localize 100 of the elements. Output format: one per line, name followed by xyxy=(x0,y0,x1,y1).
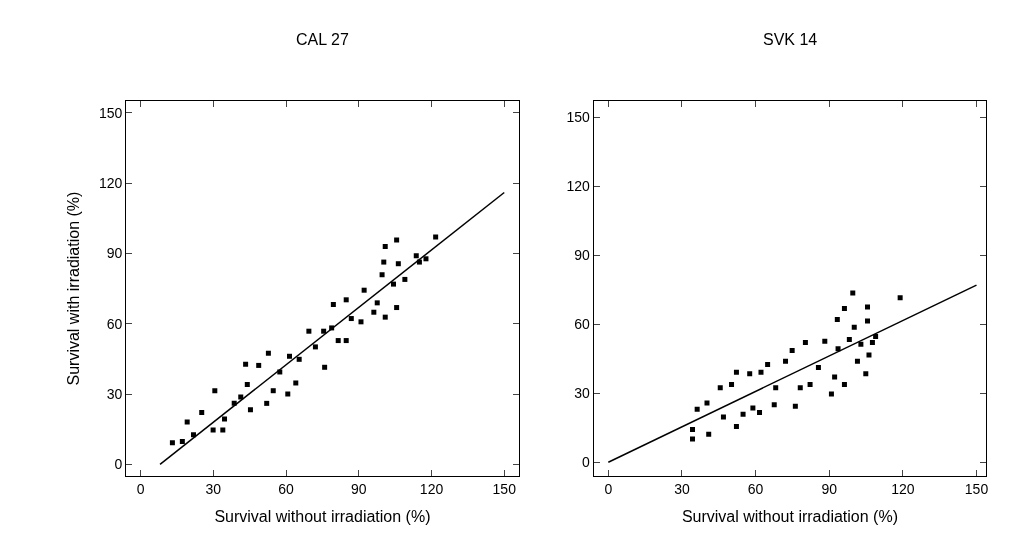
point xyxy=(296,356,302,362)
point xyxy=(210,427,216,433)
y-axis-title: Survival with irradiation (%) xyxy=(64,191,82,386)
point xyxy=(851,324,857,330)
y-tick-label: 0 xyxy=(582,454,590,471)
point xyxy=(783,358,789,364)
point xyxy=(841,306,847,312)
x-axis-title: Survival without irradiation (%) xyxy=(214,508,431,526)
x-tick-label: 120 xyxy=(419,480,444,497)
point xyxy=(270,388,276,394)
point xyxy=(717,385,723,391)
y-tick-label: 120 xyxy=(98,175,123,192)
chart-title: CAL 27 xyxy=(296,31,349,48)
point xyxy=(361,287,367,293)
x-tick-label: 150 xyxy=(492,480,517,497)
chart-title: SVK 14 xyxy=(763,31,818,48)
point xyxy=(402,276,408,282)
x-tick-label: 120 xyxy=(891,480,915,497)
point xyxy=(854,358,860,364)
point xyxy=(841,381,847,387)
point xyxy=(390,281,396,287)
point xyxy=(694,406,700,412)
x-tick-label: 150 xyxy=(964,480,989,497)
point xyxy=(199,410,205,415)
x-tick-label: 90 xyxy=(821,480,838,497)
point xyxy=(758,369,764,375)
point xyxy=(179,439,185,445)
y-tick-label: 30 xyxy=(106,385,123,402)
point xyxy=(220,427,226,433)
y-tick-label: 60 xyxy=(106,315,123,332)
point xyxy=(243,361,249,367)
y-tick-label: 90 xyxy=(106,245,123,262)
point xyxy=(343,297,349,303)
y-tick-label: 90 xyxy=(574,247,591,264)
point xyxy=(828,391,834,397)
point xyxy=(740,411,746,417)
point xyxy=(789,347,795,353)
point xyxy=(358,319,364,325)
point xyxy=(379,272,385,278)
point xyxy=(247,407,253,413)
point xyxy=(306,328,312,334)
point xyxy=(822,338,828,344)
point xyxy=(797,385,803,391)
x-tick-label: 30 xyxy=(674,480,690,497)
point xyxy=(395,261,401,267)
point xyxy=(321,328,327,334)
x-tick-label: 0 xyxy=(136,480,145,497)
point xyxy=(850,290,856,296)
y-tick-label: 120 xyxy=(566,178,591,195)
point xyxy=(747,371,753,377)
x-tick-label: 60 xyxy=(278,480,295,497)
point xyxy=(765,361,771,367)
point xyxy=(169,440,175,446)
point xyxy=(212,388,218,394)
point xyxy=(771,402,777,408)
point xyxy=(690,436,696,442)
point xyxy=(371,309,377,315)
point xyxy=(286,353,292,359)
point xyxy=(866,352,872,358)
point xyxy=(832,374,838,380)
point xyxy=(846,337,852,343)
x-tick-label: 60 xyxy=(747,480,764,497)
point xyxy=(264,400,270,406)
point xyxy=(184,419,190,425)
point xyxy=(802,340,808,346)
point xyxy=(773,385,779,391)
point xyxy=(348,316,354,322)
point xyxy=(729,381,735,387)
point xyxy=(423,256,429,262)
point xyxy=(863,371,869,377)
point xyxy=(720,414,726,420)
point xyxy=(244,381,250,387)
x-tick-label: 0 xyxy=(604,480,613,497)
point xyxy=(750,405,756,411)
y-tick-label: 150 xyxy=(98,104,123,121)
point xyxy=(733,424,739,430)
point xyxy=(394,305,400,311)
point xyxy=(413,253,419,259)
point xyxy=(382,243,388,249)
point xyxy=(382,314,388,320)
point xyxy=(394,237,400,243)
y-tick-label: 30 xyxy=(574,385,591,402)
point xyxy=(343,338,349,344)
point xyxy=(865,304,871,310)
point xyxy=(834,316,840,322)
point xyxy=(706,431,712,437)
point xyxy=(815,364,821,370)
point xyxy=(865,318,871,324)
y-tick-label: 150 xyxy=(566,109,591,126)
point xyxy=(256,362,262,368)
y-tick-label: 60 xyxy=(574,316,591,333)
x-tick-label: 30 xyxy=(205,480,222,497)
point xyxy=(222,416,228,422)
point xyxy=(322,364,328,370)
point xyxy=(690,427,696,433)
x-axis-title: Survival without irradiation (%) xyxy=(681,508,898,526)
point xyxy=(757,410,763,416)
point xyxy=(335,338,341,344)
point xyxy=(433,234,439,240)
x-tick-label: 90 xyxy=(351,480,367,497)
